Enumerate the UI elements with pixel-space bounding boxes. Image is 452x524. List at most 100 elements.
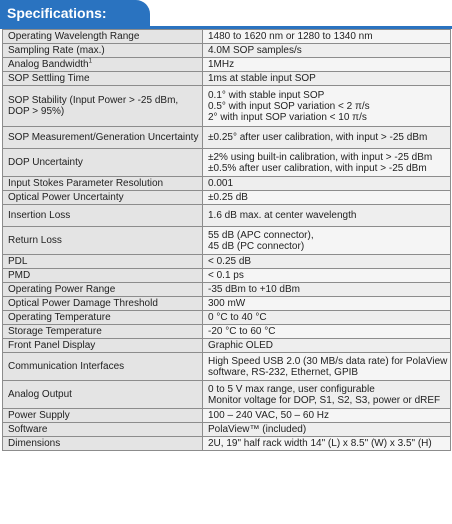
spec-value-line: 45 dB (PC connector) — [208, 240, 305, 252]
spec-row: Analog Bandwidth1 1MHz — [2, 57, 451, 72]
spec-label-line: Optical Power Damage Threshold — [8, 298, 197, 309]
spec-label-line: Return Loss — [8, 235, 197, 246]
spec-label-text: Power Supply — [8, 410, 70, 421]
spec-value: 100 – 240 VAC, 50 – 60 Hz — [202, 408, 451, 423]
spec-label: Sampling Rate (max.) — [2, 43, 203, 58]
spec-value: 0.1° with stable input SOP 0.5° with inpu… — [202, 85, 451, 127]
spec-label: SOP Stability (Input Power > -25 dBm, DOP… — [2, 85, 203, 127]
spec-value: < 0.1 ps — [202, 268, 451, 283]
spec-label-text: PMD — [8, 270, 31, 281]
spec-value-line: PolaView™ (included) — [208, 424, 307, 435]
spec-label: Software — [2, 422, 203, 437]
spec-label-text: Operating Temperature — [8, 312, 111, 323]
spec-label: DOP Uncertainty — [2, 148, 203, 177]
spec-label-text: Software — [8, 424, 48, 435]
spec-label-line: Dimensions — [8, 438, 197, 449]
spec-row: Front Panel Display Graphic OLED — [2, 338, 451, 353]
spec-row: PDL < 0.25 dB — [2, 254, 451, 269]
spec-label-text: Communication Interfaces — [8, 361, 125, 372]
spec-label: Storage Temperature — [2, 324, 203, 339]
spec-value: 1.6 dB max. at center wavelength — [202, 204, 451, 227]
spec-value-line: 2U, 19" half rack width 14" (L) x 8.5" (… — [208, 438, 432, 449]
spec-label-text: DOP > 95%) — [8, 106, 65, 117]
spec-row: Software PolaView™ (included) — [2, 422, 451, 437]
spec-row: PMD < 0.1 ps — [2, 268, 451, 283]
spec-value-line: < 0.1 ps — [208, 270, 244, 281]
spec-value: ±2% using built-in calibration, with inp… — [202, 148, 451, 177]
spec-value-line: 4.0M SOP samples/s — [208, 45, 302, 56]
spec-row: SOP Settling Time 1ms at stable input SOP — [2, 71, 451, 86]
spec-label-text: Return Loss — [8, 235, 62, 246]
spec-label: Input Stokes Parameter Resolution — [2, 176, 203, 191]
spec-value: 55 dB (APC connector), 45 dB (PC connecto… — [202, 226, 451, 255]
spec-label: Return Loss — [2, 226, 203, 255]
spec-value-line: 0 °C to 40 °C — [208, 312, 267, 323]
spec-label: Optical Power Damage Threshold — [2, 296, 203, 311]
spec-label-text: Operating Power Range — [8, 284, 116, 295]
spec-row: Operating Power Range -35 dBm to +10 dBm — [2, 282, 451, 297]
spec-label-line: DOP > 95%) — [8, 106, 197, 117]
spec-label-line: Input Stokes Parameter Resolution — [8, 178, 197, 189]
spec-row: Sampling Rate (max.) 4.0M SOP samples/s — [2, 43, 451, 58]
spec-label-line: Analog Bandwidth1 — [8, 59, 197, 70]
spec-value-line: High Speed USB 2.0 (30 MB/s data rate) f… — [208, 355, 448, 367]
spec-value: -35 dBm to +10 dBm — [202, 282, 451, 297]
spec-row: Power Supply 100 – 240 VAC, 50 – 60 Hz — [2, 408, 451, 423]
spec-label: Power Supply — [2, 408, 203, 423]
spec-value-line: 100 – 240 VAC, 50 – 60 Hz — [208, 410, 330, 421]
spec-label-line: Storage Temperature — [8, 326, 197, 337]
spec-value-line: ±0.25° after user calibration, with inpu… — [208, 132, 428, 143]
spec-value-line: 1MHz — [208, 59, 235, 70]
spec-value: Graphic OLED — [202, 338, 451, 353]
spec-label-text: Input Stokes Parameter Resolution — [8, 178, 164, 189]
spec-value-line: 1480 to 1620 nm or 1280 to 1340 nm — [208, 31, 373, 42]
spec-label-text: Dimensions — [8, 438, 61, 449]
spec-value-line: 0 to 5 V max range, user configurable — [208, 383, 375, 395]
spec-row: Operating Wavelength Range 1480 to 1620 n… — [2, 29, 451, 44]
specifications-header: Specifications: — [0, 0, 150, 26]
spec-label: Analog Bandwidth1 — [2, 57, 203, 72]
specifications-table: Operating Wavelength Range 1480 to 1620 n… — [2, 29, 451, 451]
spec-row: Optical Power Uncertainty ±0.25 dB — [2, 190, 451, 205]
spec-value: 1480 to 1620 nm or 1280 to 1340 nm — [202, 29, 451, 44]
spec-label-text: SOP Measurement/Generation Uncertainty — [8, 132, 199, 143]
spec-row: SOP Measurement/Generation Uncertainty ±0… — [2, 126, 451, 149]
spec-label: Operating Temperature — [2, 310, 203, 325]
spec-value-line: 300 mW — [208, 298, 246, 309]
spec-value: 1MHz — [202, 57, 451, 72]
spec-label-text: Optical Power Damage Threshold — [8, 298, 158, 309]
spec-value-line: 0.1° with stable input SOP — [208, 89, 325, 101]
spec-label-text: DOP Uncertainty — [8, 157, 83, 168]
spec-label-text: SOP Settling Time — [8, 73, 90, 84]
spec-label-line: Insertion Loss — [8, 210, 197, 221]
spec-label-text: Operating Wavelength Range — [8, 31, 140, 42]
spec-label-line: Optical Power Uncertainty — [8, 192, 197, 203]
spec-value: 0.001 — [202, 176, 451, 191]
spec-label-line: Software — [8, 424, 197, 435]
footnote-marker: 1 — [88, 58, 92, 65]
spec-row: DOP Uncertainty ±2% using built-in calibr… — [2, 148, 451, 177]
spec-label-line: PMD — [8, 270, 197, 281]
spec-value-line: ±0.25 dB — [208, 192, 248, 203]
spec-row: Communication Interfaces High Speed USB 2… — [2, 352, 451, 381]
spec-label-line: SOP Stability (Input Power > -25 dBm, — [8, 95, 197, 106]
spec-value: PolaView™ (included) — [202, 422, 451, 437]
spec-value: 1ms at stable input SOP — [202, 71, 451, 86]
specifications-table-body: Operating Wavelength Range 1480 to 1620 n… — [2, 29, 451, 451]
spec-value-line: < 0.25 dB — [208, 256, 252, 267]
spec-label: Optical Power Uncertainty — [2, 190, 203, 205]
spec-row: Analog Output 0 to 5 V max range, user co… — [2, 380, 451, 409]
spec-value-line: 1ms at stable input SOP — [208, 73, 316, 84]
spec-label-line: Operating Temperature — [8, 312, 197, 323]
spec-label-line: Analog Output — [8, 389, 197, 400]
spec-value-line: ±0.5% after user calibration, with input… — [208, 162, 427, 174]
spec-value-line: 2° with input SOP variation < 10 π/s — [208, 111, 367, 123]
spec-value: 2U, 19" half rack width 14" (L) x 8.5" (… — [202, 436, 451, 451]
spec-value: 0 to 5 V max range, user configurable Mon… — [202, 380, 451, 409]
spec-value-line: 0.001 — [208, 178, 234, 189]
spec-row: Optical Power Damage Threshold 300 mW — [2, 296, 451, 311]
spec-label-line: SOP Measurement/Generation Uncertainty — [8, 132, 199, 143]
spec-label: PDL — [2, 254, 203, 269]
spec-label-line: Operating Power Range — [8, 284, 197, 295]
spec-value: ±0.25 dB — [202, 190, 451, 205]
